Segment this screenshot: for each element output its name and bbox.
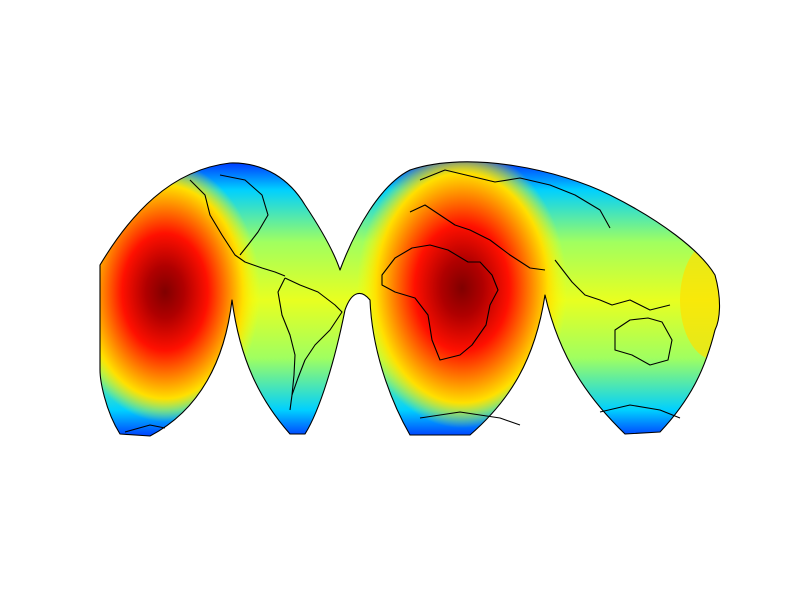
coastlines bbox=[99, 161, 721, 437]
